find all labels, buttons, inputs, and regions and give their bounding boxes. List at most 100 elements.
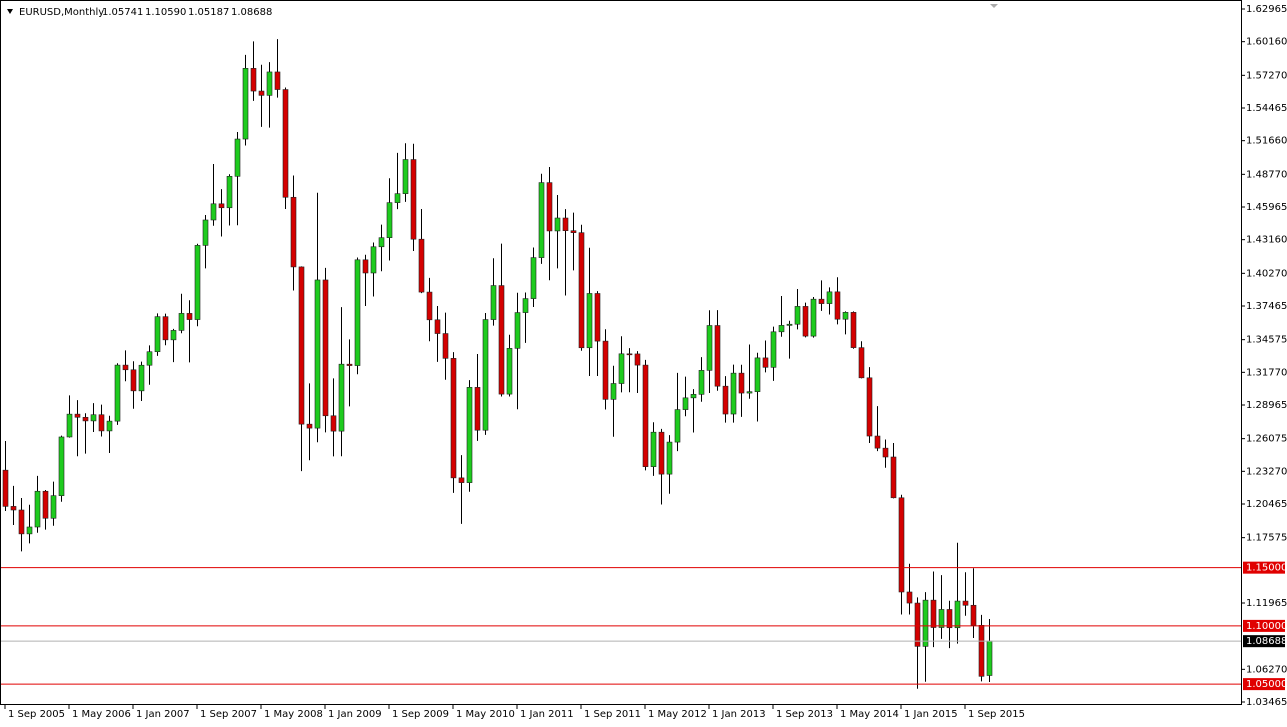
x-tick-label: 1 May 2010 [456,709,515,720]
plot-frame [0,0,1242,705]
x-tick-label: 1 Sep 2015 [968,709,1025,720]
x-tick-label: 1 Sep 2007 [200,709,257,720]
candle-body [442,333,449,359]
candle-body [98,414,105,432]
candle-body [210,203,217,221]
candle-body [106,420,113,432]
y-tick-label: 1.48770 [1246,169,1287,180]
x-tick-label: 1 May 2012 [648,709,707,720]
candle-body [178,313,185,331]
candle-body [586,293,593,349]
shift-marker[interactable] [990,4,998,8]
candle-body [530,257,537,299]
candle-body [842,312,849,320]
ohlc-high: 1.10590 [145,7,186,18]
candle-body [386,202,393,238]
candle-body [794,306,801,325]
candle-body [58,436,65,496]
candle-body [354,259,361,366]
x-tick-label: 1 Jan 2007 [136,709,190,720]
y-tick-label: 1.31770 [1246,367,1287,378]
candle-body [482,319,489,431]
candle-body [858,347,865,379]
candle-body [770,331,777,368]
y-tick-label: 1.43160 [1246,235,1287,246]
y-tick-label: 1.23270 [1246,466,1287,477]
menu-arrow[interactable] [7,9,13,14]
candle-body [250,68,257,92]
candle-body [778,325,785,333]
y-tick-label: 1.57270 [1246,70,1287,81]
candle-body [402,159,409,194]
candle-body [634,353,641,366]
x-tick-label: 1 Jan 2015 [904,709,958,720]
candle-body [186,313,193,320]
candle-body [834,291,841,320]
x-tick-label: 1 Sep 2011 [584,709,641,720]
candle-body [10,506,17,511]
x-tick-label: 1 May 2008 [264,709,323,720]
candle-body [274,71,281,90]
candle-body [322,279,329,417]
last-price-box [1243,635,1285,648]
y-tick-label: 1.34575 [1246,335,1287,346]
chart-title: EURUSD,Monthly [19,7,104,18]
y-tick-label: 1.26075 [1246,434,1287,445]
x-tick-label: 1 May 2014 [840,709,899,720]
x-tick-label: 1 Jan 2013 [712,709,766,720]
candle-body [898,497,905,593]
price-label-box [1243,678,1285,691]
candle-body [538,182,545,258]
candle-body [266,71,273,96]
price-label-box [1243,619,1285,632]
candle-body [338,363,345,432]
x-tick-label: 1 Jan 2011 [520,709,574,720]
y-tick-label: 1.51660 [1246,136,1287,147]
candle-body [394,193,401,203]
y-tick-label: 1.17575 [1246,533,1287,544]
candle-body [746,391,753,394]
candle-body [690,394,697,399]
candle-body [578,232,585,349]
candle-body [234,138,241,177]
candle-body [18,509,25,535]
candle-body [850,312,857,348]
candle-body [290,196,297,268]
candle-body [954,600,961,629]
candle-body [282,89,289,198]
candle-body [570,230,577,233]
candle-body [74,413,81,418]
ohlc-close: 1.08688 [231,7,272,18]
y-tick-label: 1.20465 [1246,499,1287,510]
candle-body [602,340,609,400]
candle-body [114,364,121,422]
candle-body [154,316,161,353]
candle-body [938,609,945,628]
candle-body [194,245,201,320]
candle-body [490,285,497,320]
candle-body [826,291,833,304]
candle-body [202,219,209,246]
candle-body [50,495,57,519]
candle-body [474,387,481,431]
candle-body [970,604,977,626]
y-tick-label: 1.11965 [1246,598,1287,609]
candle-body [922,599,929,647]
y-tick-label: 1.54465 [1246,103,1287,114]
x-tick-label: 1 Sep 2009 [392,709,449,720]
candle-body [978,625,985,677]
candle-body [42,490,49,519]
y-tick-label: 1.60160 [1246,37,1287,48]
candle-body [258,90,265,96]
candle-body [930,599,937,628]
candle-body [642,364,649,467]
candle-body [362,259,369,274]
candle-body [122,364,129,371]
candle-body [610,383,617,400]
x-tick-label: 1 May 2006 [72,709,131,720]
y-tick-label: 1.37465 [1246,301,1287,312]
candle-body [962,600,969,606]
ohlc-open: 1.05741 [102,7,143,18]
